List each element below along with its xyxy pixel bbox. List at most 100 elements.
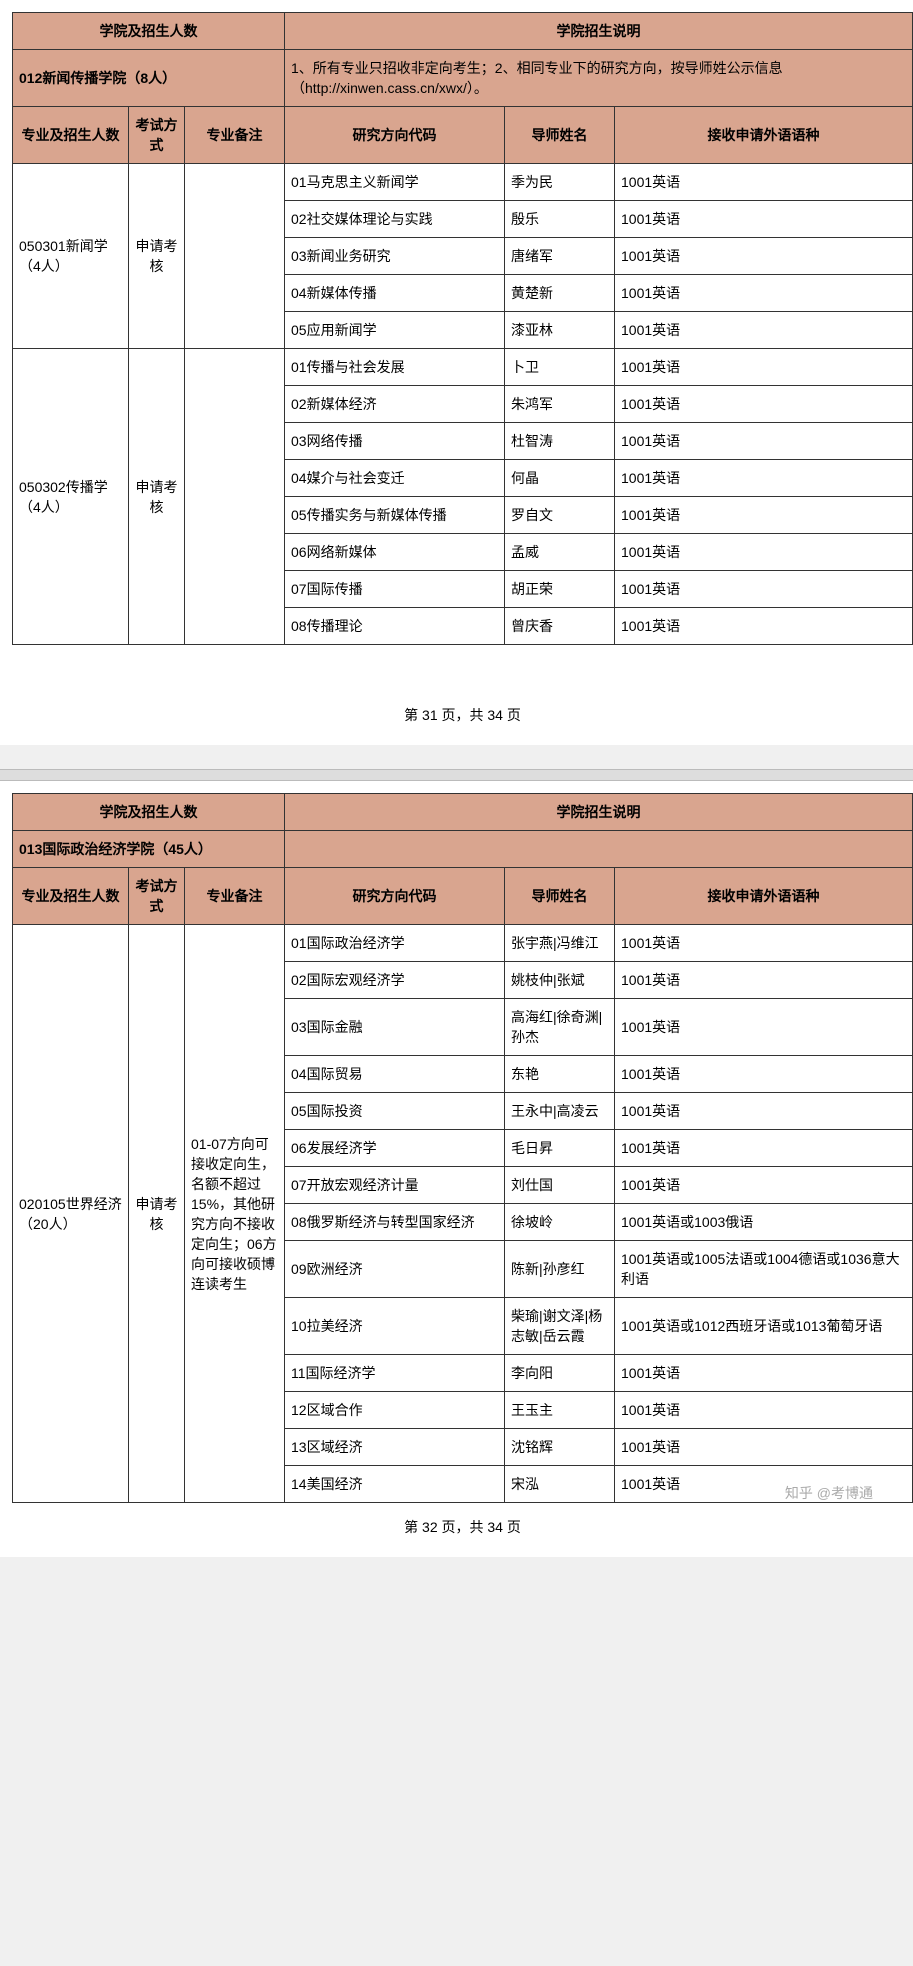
direction-cell: 01国际政治经济学 [285, 925, 505, 962]
language-cell: 1001英语 [615, 497, 913, 534]
language-cell: 1001英语 [615, 201, 913, 238]
advisor-cell: 卜卫 [505, 349, 615, 386]
direction-cell: 05国际投资 [285, 1093, 505, 1130]
school-name: 012新闻传播学院（8人） [13, 50, 285, 107]
header-direction: 研究方向代码 [285, 107, 505, 164]
language-cell: 1001英语 [615, 349, 913, 386]
direction-cell: 03网络传播 [285, 423, 505, 460]
table-row: 专业及招生人数 考试方式 专业备注 研究方向代码 导师姓名 接收申请外语语种 [13, 107, 913, 164]
table-row: 学院及招生人数 学院招生说明 [13, 794, 913, 831]
language-cell: 1001英语 [615, 608, 913, 645]
language-cell: 1001英语 [615, 312, 913, 349]
language-cell: 1001英语 [615, 1392, 913, 1429]
header-school-quota: 学院及招生人数 [13, 794, 285, 831]
direction-cell: 12区域合作 [285, 1392, 505, 1429]
header-major-note: 专业备注 [185, 868, 285, 925]
direction-cell: 08传播理论 [285, 608, 505, 645]
advisor-cell: 高海红|徐奇渊|孙杰 [505, 999, 615, 1056]
advisor-cell: 漆亚林 [505, 312, 615, 349]
direction-cell: 09欧洲经济 [285, 1241, 505, 1298]
direction-cell: 04国际贸易 [285, 1056, 505, 1093]
language-cell: 1001英语 [615, 925, 913, 962]
school-desc-text [285, 831, 913, 868]
major-cell: 050301新闻学（4人） [13, 164, 129, 349]
table-row: 012新闻传播学院（8人） 1、所有专业只招收非定向考生；2、相同专业下的研究方… [13, 50, 913, 107]
language-cell: 1001英语 [615, 962, 913, 999]
language-cell: 1001英语或1003俄语 [615, 1204, 913, 1241]
language-cell: 1001英语 [615, 1056, 913, 1093]
advisor-cell: 何晶 [505, 460, 615, 497]
page-number: 第 31 页，共 34 页 [12, 645, 913, 725]
direction-cell: 03国际金融 [285, 999, 505, 1056]
advisor-cell: 柴瑜|谢文泽|杨志敏|岳云霞 [505, 1298, 615, 1355]
direction-cell: 03新闻业务研究 [285, 238, 505, 275]
direction-cell: 04新媒体传播 [285, 275, 505, 312]
school-name: 013国际政治经济学院（45人） [13, 831, 285, 868]
direction-cell: 05传播实务与新媒体传播 [285, 497, 505, 534]
page-32: 学院及招生人数 学院招生说明 013国际政治经济学院（45人） 专业及招生人数 … [0, 781, 913, 1557]
advisor-cell: 曾庆香 [505, 608, 615, 645]
header-major-quota: 专业及招生人数 [13, 107, 129, 164]
language-cell: 1001英语 [615, 1130, 913, 1167]
table-row: 050301新闻学（4人）申请考核01马克思主义新闻学季为民1001英语 [13, 164, 913, 201]
page-31: 学院及招生人数 学院招生说明 012新闻传播学院（8人） 1、所有专业只招收非定… [0, 0, 913, 745]
language-cell: 1001英语 [615, 164, 913, 201]
major-cell: 050302传播学（4人） [13, 349, 129, 645]
advisor-cell: 殷乐 [505, 201, 615, 238]
direction-cell: 01马克思主义新闻学 [285, 164, 505, 201]
advisor-cell: 张宇燕|冯维江 [505, 925, 615, 962]
header-advisor: 导师姓名 [505, 868, 615, 925]
header-school-desc: 学院招生说明 [285, 13, 913, 50]
note-cell: 01-07方向可接收定向生，名额不超过15%，其他研究方向不接收定向生；06方向… [185, 925, 285, 1503]
school-desc-text: 1、所有专业只招收非定向考生；2、相同专业下的研究方向，按导师姓公示信息（htt… [285, 50, 913, 107]
advisor-cell: 唐绪军 [505, 238, 615, 275]
header-advisor: 导师姓名 [505, 107, 615, 164]
header-direction: 研究方向代码 [285, 868, 505, 925]
table-32: 学院及招生人数 学院招生说明 013国际政治经济学院（45人） 专业及招生人数 … [12, 793, 913, 1503]
page-divider [0, 769, 913, 781]
direction-cell: 05应用新闻学 [285, 312, 505, 349]
advisor-cell: 姚枝仲|张斌 [505, 962, 615, 999]
direction-cell: 02新媒体经济 [285, 386, 505, 423]
table-row: 050302传播学（4人）申请考核01传播与社会发展卜卫1001英语 [13, 349, 913, 386]
advisor-cell: 孟威 [505, 534, 615, 571]
language-cell: 1001英语 [615, 999, 913, 1056]
header-school-quota: 学院及招生人数 [13, 13, 285, 50]
advisor-cell: 季为民 [505, 164, 615, 201]
table-row: 学院及招生人数 学院招生说明 [13, 13, 913, 50]
direction-cell: 01传播与社会发展 [285, 349, 505, 386]
header-exam-type: 考试方式 [129, 868, 185, 925]
page-number: 第 32 页，共 34 页 [12, 1509, 913, 1537]
advisor-cell: 罗自文 [505, 497, 615, 534]
header-major-note: 专业备注 [185, 107, 285, 164]
direction-cell: 06网络新媒体 [285, 534, 505, 571]
table-body-32: 020105世界经济（20人）申请考核01-07方向可接收定向生，名额不超过15… [13, 925, 913, 1503]
advisor-cell: 黄楚新 [505, 275, 615, 312]
language-cell: 1001英语 [615, 534, 913, 571]
language-cell: 1001英语 [615, 423, 913, 460]
language-cell: 1001英语 [615, 1093, 913, 1130]
language-cell: 1001英语或1012西班牙语或1013葡萄牙语 [615, 1298, 913, 1355]
direction-cell: 02国际宏观经济学 [285, 962, 505, 999]
advisor-cell: 陈新|孙彦红 [505, 1241, 615, 1298]
direction-cell: 07开放宏观经济计量 [285, 1167, 505, 1204]
exam-cell: 申请考核 [129, 164, 185, 349]
advisor-cell: 王永中|高凌云 [505, 1093, 615, 1130]
advisor-cell: 王玉主 [505, 1392, 615, 1429]
header-language: 接收申请外语语种 [615, 868, 913, 925]
language-cell: 1001英语或1005法语或1004德语或1036意大利语 [615, 1241, 913, 1298]
language-cell: 1001英语 [615, 460, 913, 497]
direction-cell: 08俄罗斯经济与转型国家经济 [285, 1204, 505, 1241]
exam-cell: 申请考核 [129, 349, 185, 645]
language-cell: 1001英语 [615, 571, 913, 608]
direction-cell: 04媒介与社会变迁 [285, 460, 505, 497]
direction-cell: 07国际传播 [285, 571, 505, 608]
table-row: 专业及招生人数 考试方式 专业备注 研究方向代码 导师姓名 接收申请外语语种 [13, 868, 913, 925]
note-cell [185, 349, 285, 645]
direction-cell: 10拉美经济 [285, 1298, 505, 1355]
advisor-cell: 李向阳 [505, 1355, 615, 1392]
header-school-desc: 学院招生说明 [285, 794, 913, 831]
table-body-31: 050301新闻学（4人）申请考核01马克思主义新闻学季为民1001英语02社交… [13, 164, 913, 645]
advisor-cell: 沈铭辉 [505, 1429, 615, 1466]
exam-cell: 申请考核 [129, 925, 185, 1503]
